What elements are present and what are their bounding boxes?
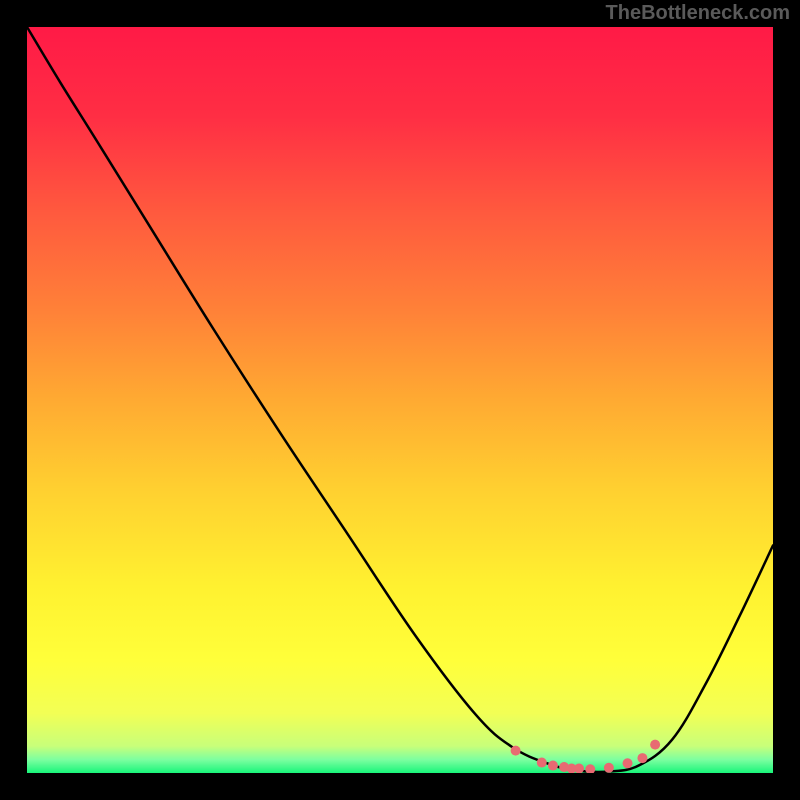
highlight-marker bbox=[537, 758, 547, 768]
chart-svg bbox=[27, 27, 773, 773]
watermark-label: TheBottleneck.com bbox=[606, 2, 790, 25]
highlight-marker bbox=[511, 746, 521, 756]
highlight-marker bbox=[548, 761, 558, 771]
highlight-marker bbox=[650, 740, 660, 750]
gradient-background bbox=[27, 27, 773, 773]
chart-plot-area bbox=[27, 27, 773, 773]
highlight-marker bbox=[637, 753, 647, 763]
highlight-marker bbox=[623, 758, 633, 768]
highlight-marker bbox=[604, 763, 614, 773]
